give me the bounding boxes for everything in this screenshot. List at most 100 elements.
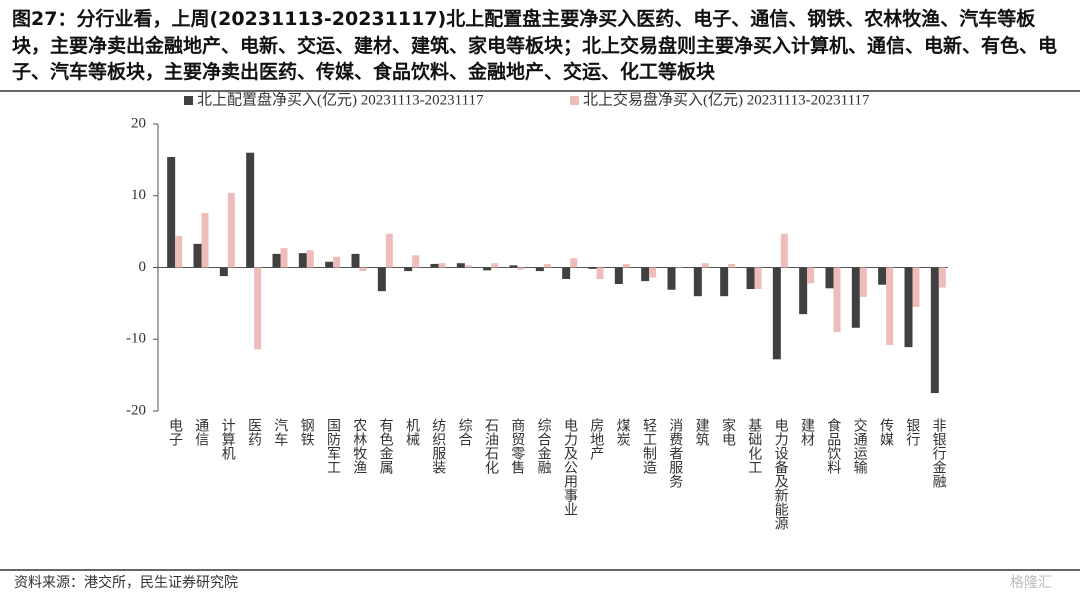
x-tick-label: 纺织服装 (430, 418, 446, 474)
bar (201, 212, 209, 268)
x-tick-label: 交通运输 (852, 417, 868, 474)
watermark: 格隆汇 (1010, 575, 1052, 591)
x-tick-label: 石油石化 (483, 418, 499, 475)
bar (693, 267, 702, 297)
y-tick-label: -20 (126, 402, 146, 418)
bar (359, 267, 367, 272)
x-tick-label: 国防军工 (325, 418, 341, 474)
bar (272, 253, 281, 268)
x-tick-label: 家电 (720, 417, 736, 446)
bar (517, 267, 525, 270)
bar (306, 250, 314, 268)
bar (825, 267, 834, 289)
bar (535, 267, 544, 272)
bar (833, 267, 841, 333)
bar (588, 267, 597, 269)
bar (377, 267, 386, 292)
bar (596, 267, 604, 279)
y-tick-label: -10 (126, 331, 146, 347)
bar (280, 248, 288, 268)
x-tick-label: 轻工制造 (641, 418, 657, 475)
bar (430, 263, 439, 268)
bar (754, 267, 762, 290)
bar (464, 265, 472, 268)
x-tick-label: 房地产 (588, 418, 604, 461)
x-tick-label: 建筑 (694, 418, 710, 447)
x-tick-label: 传媒 (878, 418, 894, 446)
x-tick-label: 煤炭 (615, 418, 631, 446)
x-tick-label: 机械 (404, 418, 420, 446)
bar (298, 253, 307, 268)
x-tick-label: 计算机 (220, 418, 236, 461)
y-tick-label: 20 (131, 115, 146, 131)
bar (930, 267, 939, 394)
bar (175, 235, 183, 268)
legend-swatch (570, 96, 579, 105)
x-tick-label: 通信 (193, 418, 209, 446)
bar (649, 267, 657, 278)
bar (772, 267, 781, 360)
legend-swatch (184, 96, 193, 105)
bar (167, 157, 176, 268)
x-tick-label: 商贸零售 (509, 418, 525, 474)
x-tick-label: 汽车 (272, 418, 288, 446)
bar (246, 152, 255, 268)
bar (438, 263, 446, 268)
bar (701, 263, 709, 268)
bar (333, 256, 341, 268)
bar (325, 261, 334, 268)
bar (807, 267, 815, 284)
chart-title: 图27：分行业看，上周(20231113-20231117)北上配置盘主要净买入… (12, 8, 1058, 83)
x-tick-label: 建材 (799, 418, 815, 446)
bar (878, 267, 887, 285)
bar (851, 267, 860, 328)
bar (912, 267, 920, 307)
bar (938, 267, 946, 288)
bar (675, 267, 683, 269)
bar (570, 258, 578, 268)
x-tick-label: 综合 (457, 418, 473, 446)
bar (193, 243, 202, 268)
bar (622, 263, 630, 268)
bar (254, 267, 262, 350)
bar (641, 267, 650, 282)
bar (491, 263, 499, 268)
bar (859, 267, 867, 297)
x-tick-label: 银行 (904, 418, 920, 447)
x-tick-label: 农林牧渔 (351, 418, 367, 474)
bar (412, 255, 420, 268)
y-tick-label: 10 (131, 187, 146, 203)
bar (351, 253, 360, 268)
bar (483, 267, 492, 271)
bar (720, 267, 729, 297)
legend-label: 北上配置盘净买入(亿元) 20231113-20231117 (197, 90, 484, 108)
bar (227, 192, 235, 268)
x-tick-label: 钢铁 (299, 418, 315, 446)
y-tick-label: 0 (139, 259, 147, 275)
source: 资料来源：港交所，民生证券研究院 (14, 574, 238, 591)
x-tick-label: 非银行金融 (931, 418, 947, 488)
bar (667, 267, 676, 290)
bar (799, 267, 808, 315)
x-tick-label: 电力设备及新能源 (773, 418, 789, 530)
bar (509, 265, 518, 268)
x-tick-label: 基础化工 (746, 417, 762, 474)
bar (385, 233, 393, 268)
x-tick-label: 医药 (246, 418, 262, 446)
x-tick-label: 电力及公用事业 (562, 418, 578, 516)
bar (543, 263, 551, 268)
x-tick-label: 有色金属 (378, 418, 394, 474)
bar (562, 267, 571, 279)
x-tick-label: 电子 (167, 418, 183, 446)
bar (886, 267, 894, 345)
bar (746, 267, 755, 290)
bar (904, 267, 913, 348)
bar (456, 263, 465, 268)
bar (404, 267, 413, 272)
bar (780, 233, 788, 268)
x-tick-label: 综合金融 (536, 418, 552, 474)
x-tick-label: 消费者服务 (667, 418, 683, 488)
x-tick-label: 食品饮料 (825, 417, 841, 474)
legend-label: 北上交易盘净买入(亿元) 20231113-20231117 (583, 90, 870, 108)
